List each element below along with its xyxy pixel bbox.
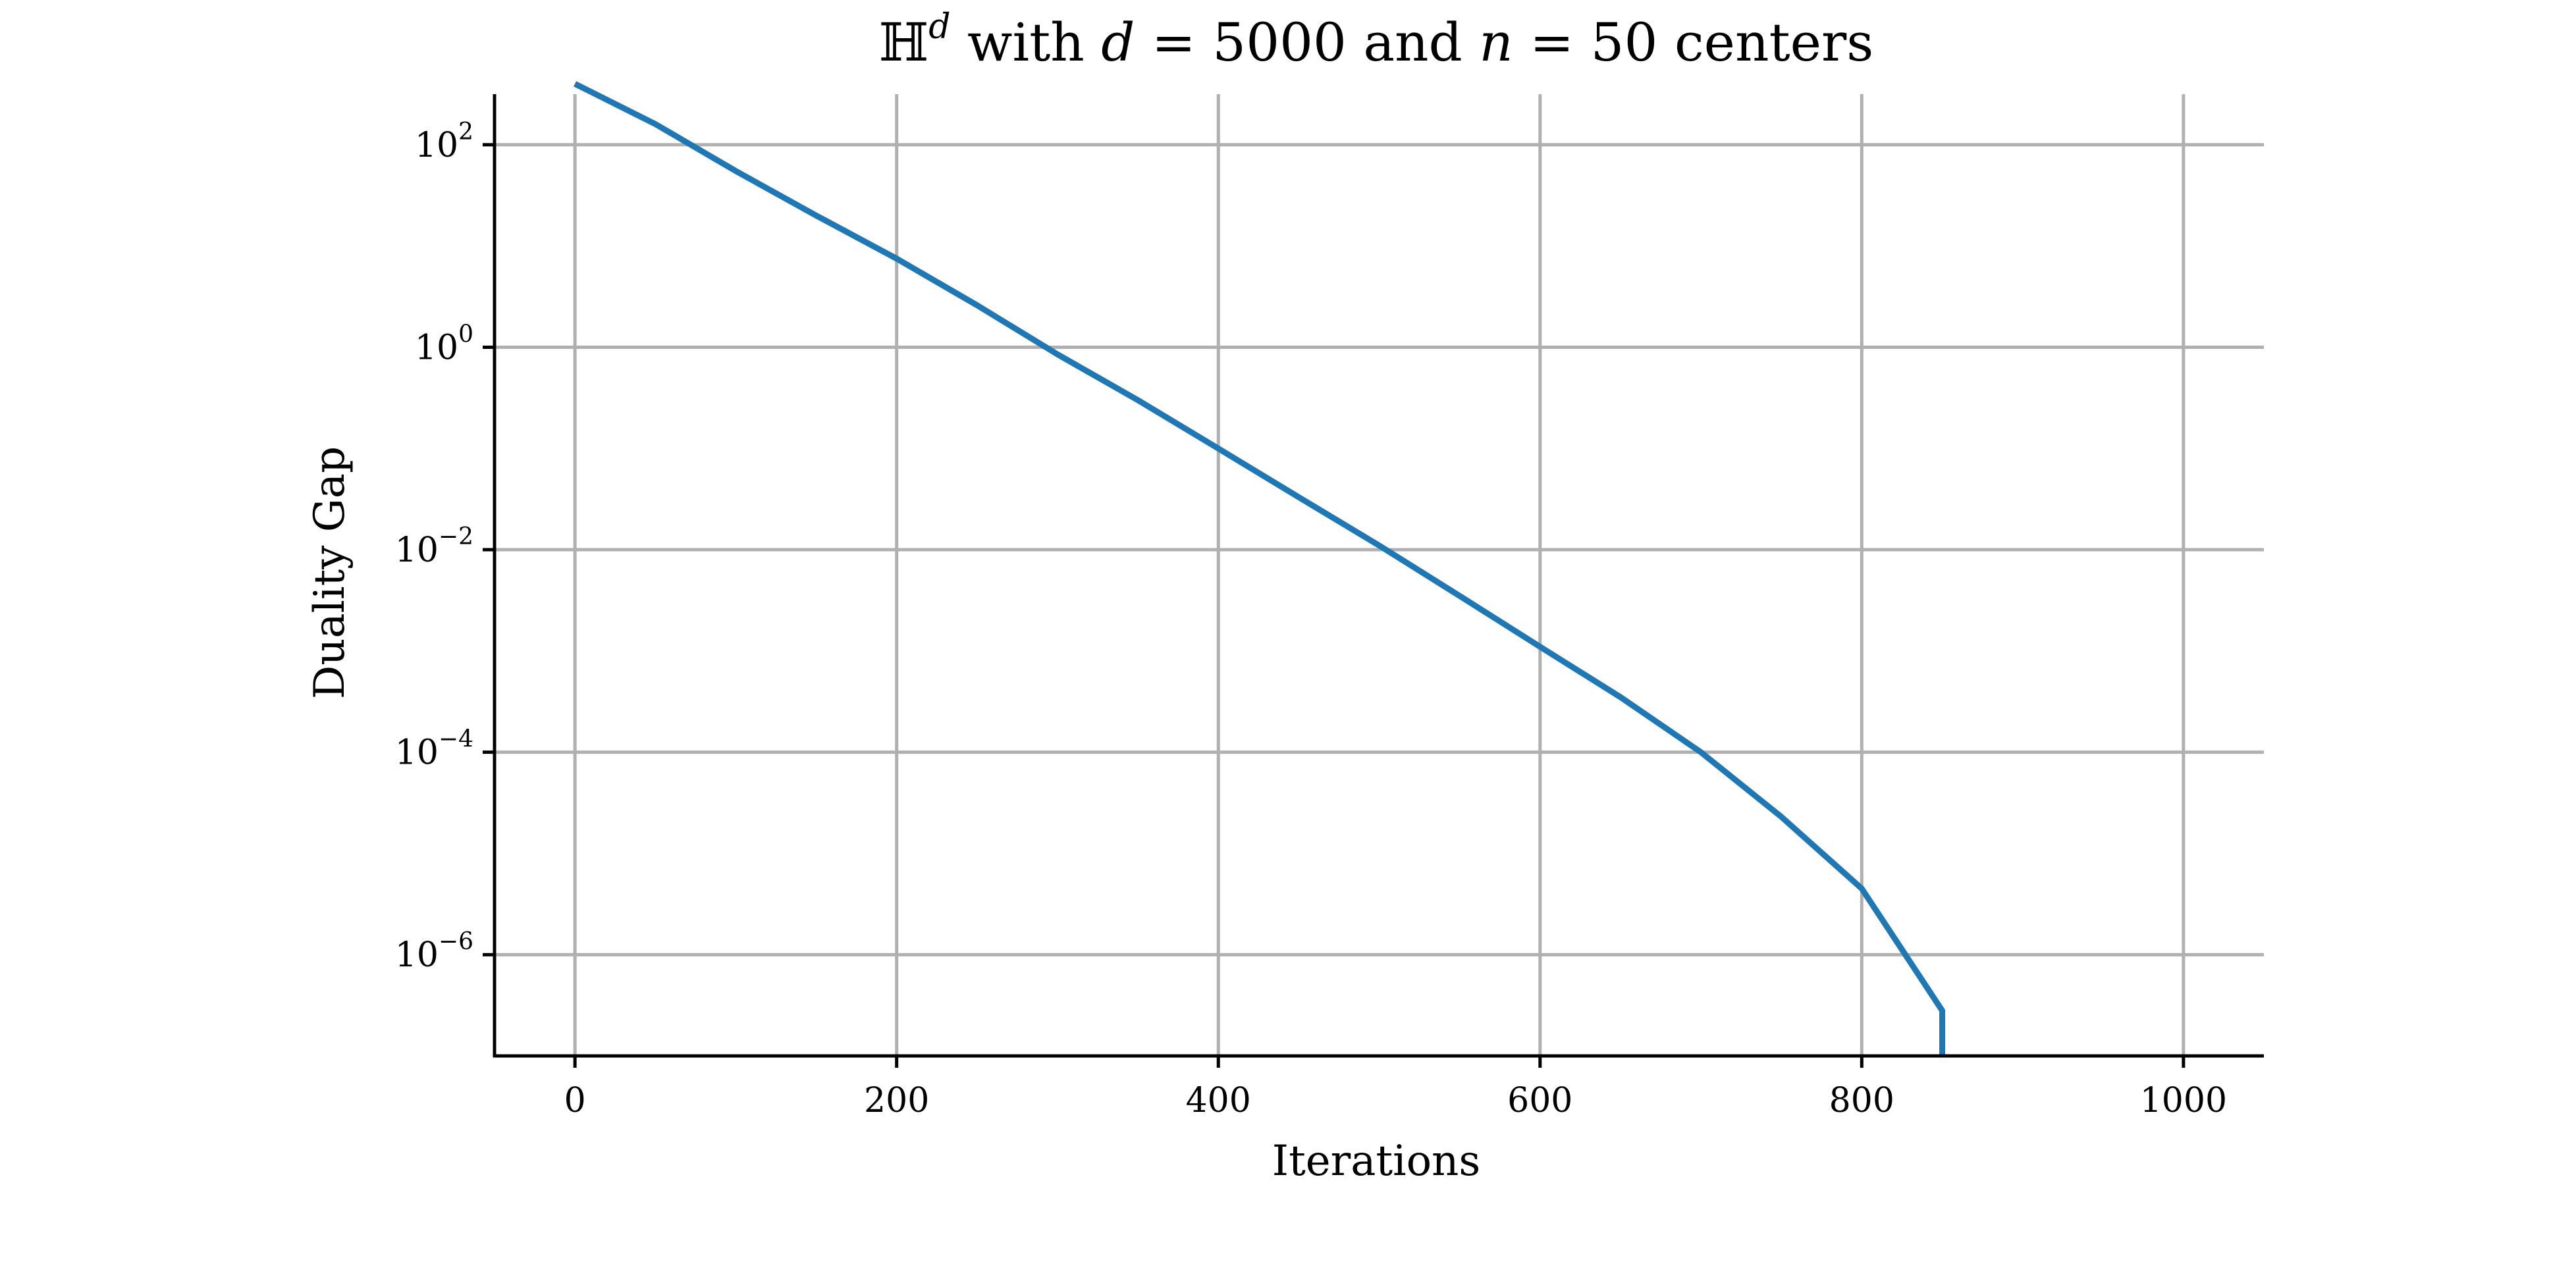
x-axis-ticks: 0 200 400 600 800 1000 (564, 1056, 2227, 1120)
title-var-d: d (1101, 12, 1135, 73)
title-eq-n: = 50 centers (1513, 12, 1874, 73)
x-tick-label: 0 (564, 1081, 586, 1120)
x-axis-label: Iterations (1272, 1137, 1480, 1186)
y-tick-label: 100 (415, 321, 473, 367)
y-tick-label: 10−4 (395, 726, 473, 773)
series-layer (574, 81, 1945, 1056)
grid (495, 94, 2264, 1056)
y-tick-label: 10−2 (395, 523, 473, 570)
title-space: ℍ (879, 12, 929, 73)
y-tick-label: 10−6 (395, 928, 473, 975)
x-tick-label: 200 (864, 1081, 929, 1120)
x-tick-label: 1000 (2140, 1081, 2227, 1120)
title-var-n: n (1479, 12, 1513, 73)
x-tick-label: 800 (1829, 1081, 1894, 1120)
title-with: with (951, 12, 1102, 73)
y-axis-label: Duality Gap (306, 446, 354, 699)
axes (493, 94, 2264, 1058)
series-line (574, 81, 1945, 1056)
y-tick-label: 102 (415, 118, 473, 165)
x-tick-label: 600 (1507, 1081, 1572, 1120)
title-space-sup: d (928, 7, 950, 47)
y-axis-ticks: 102 100 10−2 10−4 10−6 (395, 118, 495, 975)
chart-title: ℍd with d = 5000 and n = 50 centers (879, 7, 1874, 73)
x-tick-label: 400 (1186, 1081, 1251, 1120)
title-eq-d: = 5000 and (1135, 12, 1479, 73)
